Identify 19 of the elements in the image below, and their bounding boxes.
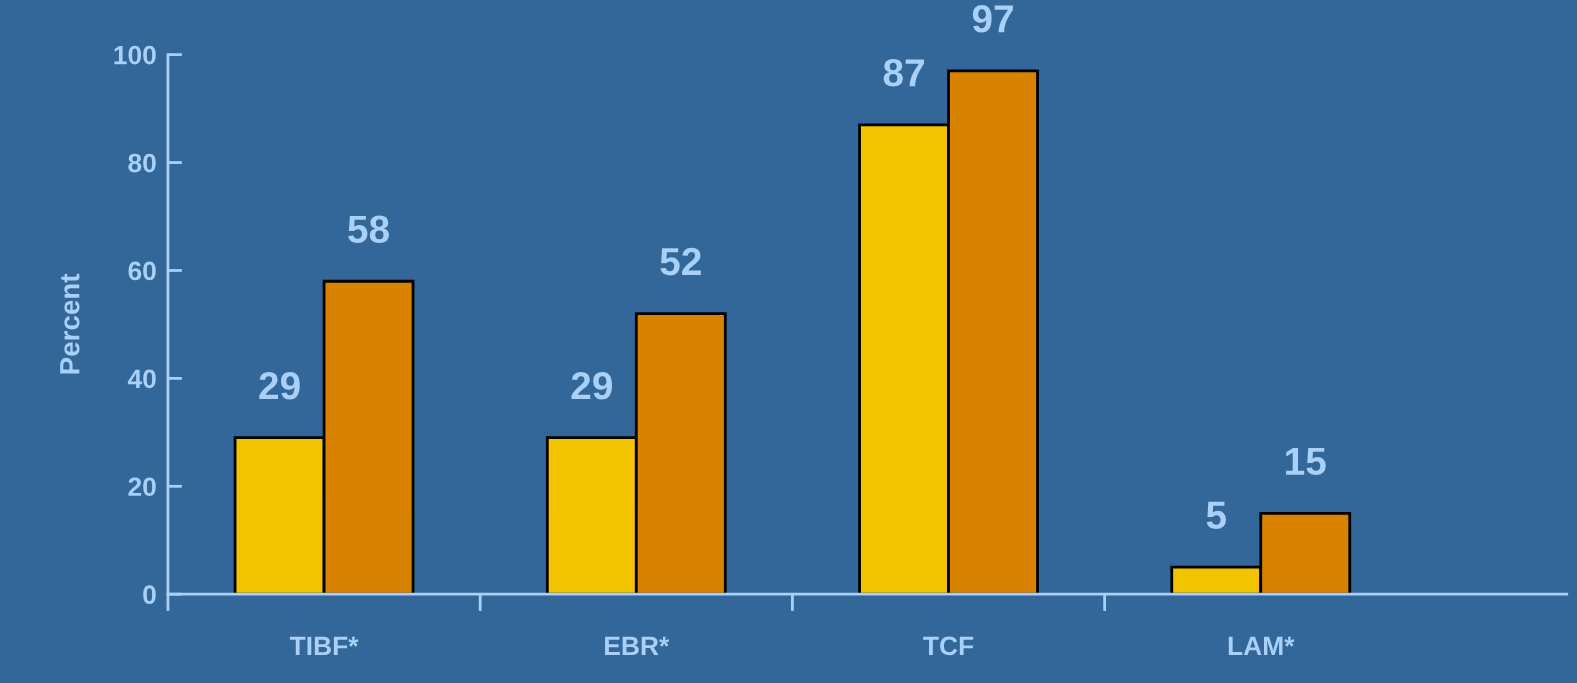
y-tick-label: 40 bbox=[127, 369, 156, 389]
y-tick-label: 60 bbox=[128, 261, 156, 281]
data-label: 29 bbox=[571, 371, 612, 400]
data-label: 87 bbox=[883, 59, 924, 87]
y-tick-label: 100 bbox=[114, 45, 156, 65]
x-tick-label: EBR* bbox=[605, 636, 670, 655]
x-tick-label: TIBF* bbox=[289, 636, 359, 655]
y-tick-label: 80 bbox=[128, 153, 156, 173]
data-label: 5 bbox=[1206, 501, 1226, 529]
data-label: 15 bbox=[1286, 447, 1326, 476]
x-tick-label: LAM* bbox=[1228, 636, 1295, 655]
data-label: 52 bbox=[660, 247, 701, 276]
y-axis-title: Percent bbox=[60, 273, 80, 374]
y-tick-label: 0 bbox=[143, 585, 156, 605]
data-label: 58 bbox=[348, 215, 389, 244]
x-tick-label: TCF bbox=[923, 636, 974, 656]
y-tick-label: 20 bbox=[128, 477, 156, 497]
data-label: 97 bbox=[972, 5, 1013, 33]
data-label: 29 bbox=[259, 371, 300, 400]
